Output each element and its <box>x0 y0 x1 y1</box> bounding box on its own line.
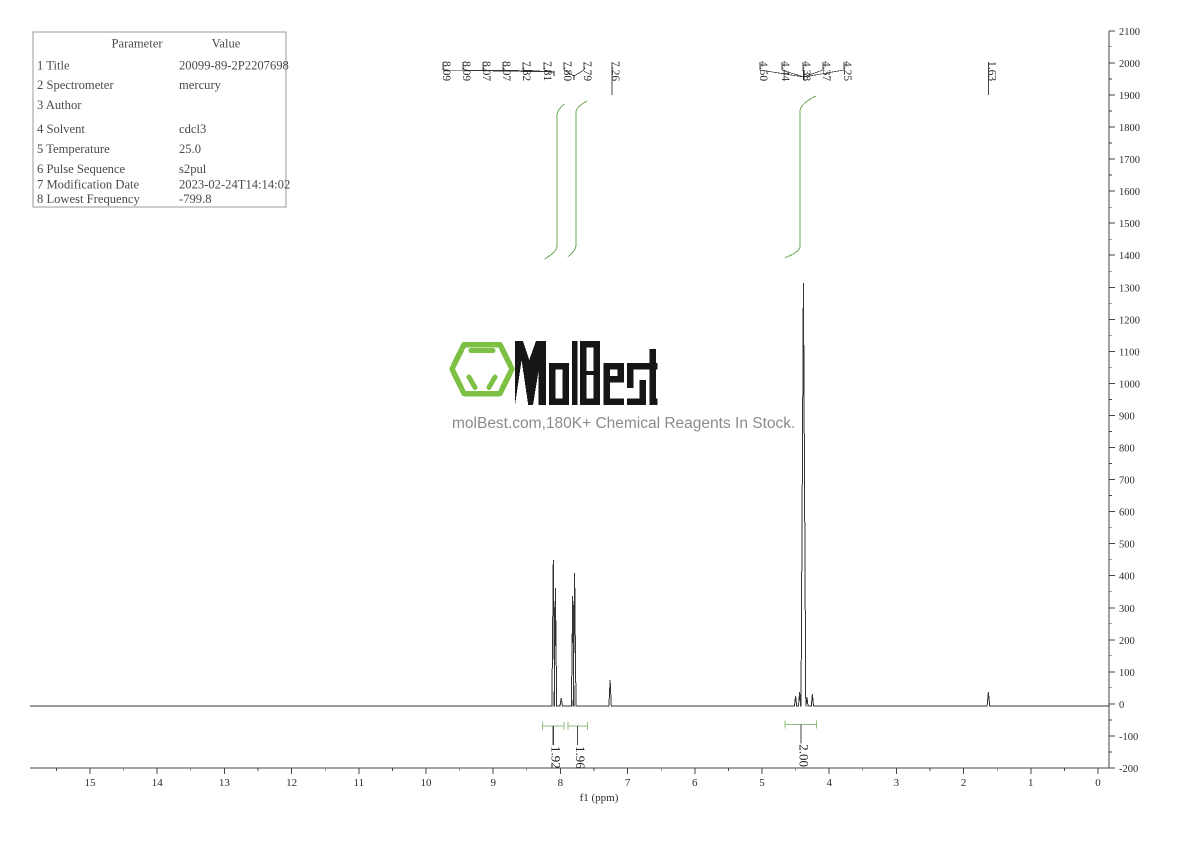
svg-text:6 Pulse Sequence: 6 Pulse Sequence <box>37 162 126 176</box>
svg-text:4.25: 4.25 <box>841 61 853 81</box>
svg-text:8.09: 8.09 <box>440 61 452 81</box>
svg-text:-200: -200 <box>1119 764 1138 775</box>
svg-text:6: 6 <box>692 777 698 789</box>
svg-text:3 Author: 3 Author <box>37 98 82 112</box>
svg-text:1700: 1700 <box>1119 155 1140 166</box>
svg-text:1000: 1000 <box>1119 379 1140 390</box>
svg-text:7.80: 7.80 <box>561 61 573 81</box>
svg-text:1100: 1100 <box>1119 347 1140 358</box>
svg-text:7.79: 7.79 <box>581 61 593 81</box>
svg-text:8 Lowest Frequency: 8 Lowest Frequency <box>37 192 141 206</box>
svg-text:1200: 1200 <box>1119 315 1140 326</box>
svg-text:800: 800 <box>1119 444 1135 455</box>
svg-text:7 Modification Date: 7 Modification Date <box>37 178 140 192</box>
svg-text:1 Title: 1 Title <box>37 59 70 73</box>
svg-text:8.09: 8.09 <box>460 61 472 81</box>
svg-text:f1 (ppm): f1 (ppm) <box>580 792 619 804</box>
svg-text:1.92: 1.92 <box>549 746 564 769</box>
svg-text:4.37: 4.37 <box>820 61 832 81</box>
svg-text:4.38: 4.38 <box>800 61 812 81</box>
svg-text:13: 13 <box>219 777 231 789</box>
svg-text:25.0: 25.0 <box>179 142 201 156</box>
svg-text:10: 10 <box>421 777 433 789</box>
svg-text:molBest.com,180K+ Chemical Rea: molBest.com,180K+ Chemical Reagents In S… <box>452 415 795 432</box>
svg-text:Value: Value <box>212 37 241 51</box>
svg-text:2: 2 <box>961 777 967 789</box>
svg-text:5 Temperature: 5 Temperature <box>37 142 110 156</box>
svg-text:200: 200 <box>1119 636 1135 647</box>
svg-text:1900: 1900 <box>1119 91 1140 102</box>
svg-text:1300: 1300 <box>1119 283 1140 294</box>
svg-text:1400: 1400 <box>1119 251 1140 262</box>
svg-text:700: 700 <box>1119 476 1135 487</box>
svg-text:7.81: 7.81 <box>541 61 553 81</box>
svg-text:400: 400 <box>1119 572 1135 583</box>
svg-text:1800: 1800 <box>1119 123 1140 134</box>
svg-text:20099-89-2P2207698: 20099-89-2P2207698 <box>179 59 289 73</box>
svg-text:2023-02-24T14:14:02: 2023-02-24T14:14:02 <box>179 178 290 192</box>
svg-text:2.00: 2.00 <box>796 744 811 767</box>
svg-text:mercury: mercury <box>179 78 222 92</box>
svg-text:3: 3 <box>894 777 900 789</box>
svg-text:9: 9 <box>490 777 496 789</box>
svg-text:8: 8 <box>558 777 564 789</box>
svg-text:2100: 2100 <box>1119 27 1140 38</box>
svg-text:900: 900 <box>1119 411 1135 422</box>
svg-text:cdcl3: cdcl3 <box>179 122 206 136</box>
svg-text:1600: 1600 <box>1119 187 1140 198</box>
svg-text:1500: 1500 <box>1119 219 1140 230</box>
svg-text:600: 600 <box>1119 508 1135 519</box>
svg-text:-799.8: -799.8 <box>179 192 212 206</box>
svg-text:14: 14 <box>152 777 164 789</box>
svg-text:4.50: 4.50 <box>757 61 769 81</box>
svg-text:1: 1 <box>1028 777 1034 789</box>
svg-text:7: 7 <box>625 777 631 789</box>
svg-text:0: 0 <box>1095 777 1101 789</box>
svg-text:8.07: 8.07 <box>480 61 492 81</box>
svg-text:300: 300 <box>1119 604 1135 615</box>
svg-text:8.07: 8.07 <box>500 61 512 81</box>
svg-text:2000: 2000 <box>1119 59 1140 70</box>
svg-text:5: 5 <box>759 777 765 789</box>
svg-text:1.63: 1.63 <box>985 61 997 81</box>
svg-text:12: 12 <box>286 777 297 789</box>
svg-text:4: 4 <box>826 777 832 789</box>
svg-text:0: 0 <box>1119 700 1124 711</box>
svg-text:500: 500 <box>1119 540 1135 551</box>
svg-text:-100: -100 <box>1119 732 1138 743</box>
svg-text:15: 15 <box>85 777 97 789</box>
svg-text:Parameter: Parameter <box>111 37 163 51</box>
svg-text:11: 11 <box>354 777 365 789</box>
svg-text:7.82: 7.82 <box>520 61 532 81</box>
svg-text:4 Solvent: 4 Solvent <box>37 122 85 136</box>
svg-text:s2pul: s2pul <box>179 162 207 176</box>
svg-text:1.96: 1.96 <box>573 746 588 769</box>
svg-text:100: 100 <box>1119 668 1135 679</box>
svg-text:4.44: 4.44 <box>779 61 791 81</box>
svg-text:2 Spectrometer: 2 Spectrometer <box>37 78 114 92</box>
svg-text:7.26: 7.26 <box>609 61 621 81</box>
